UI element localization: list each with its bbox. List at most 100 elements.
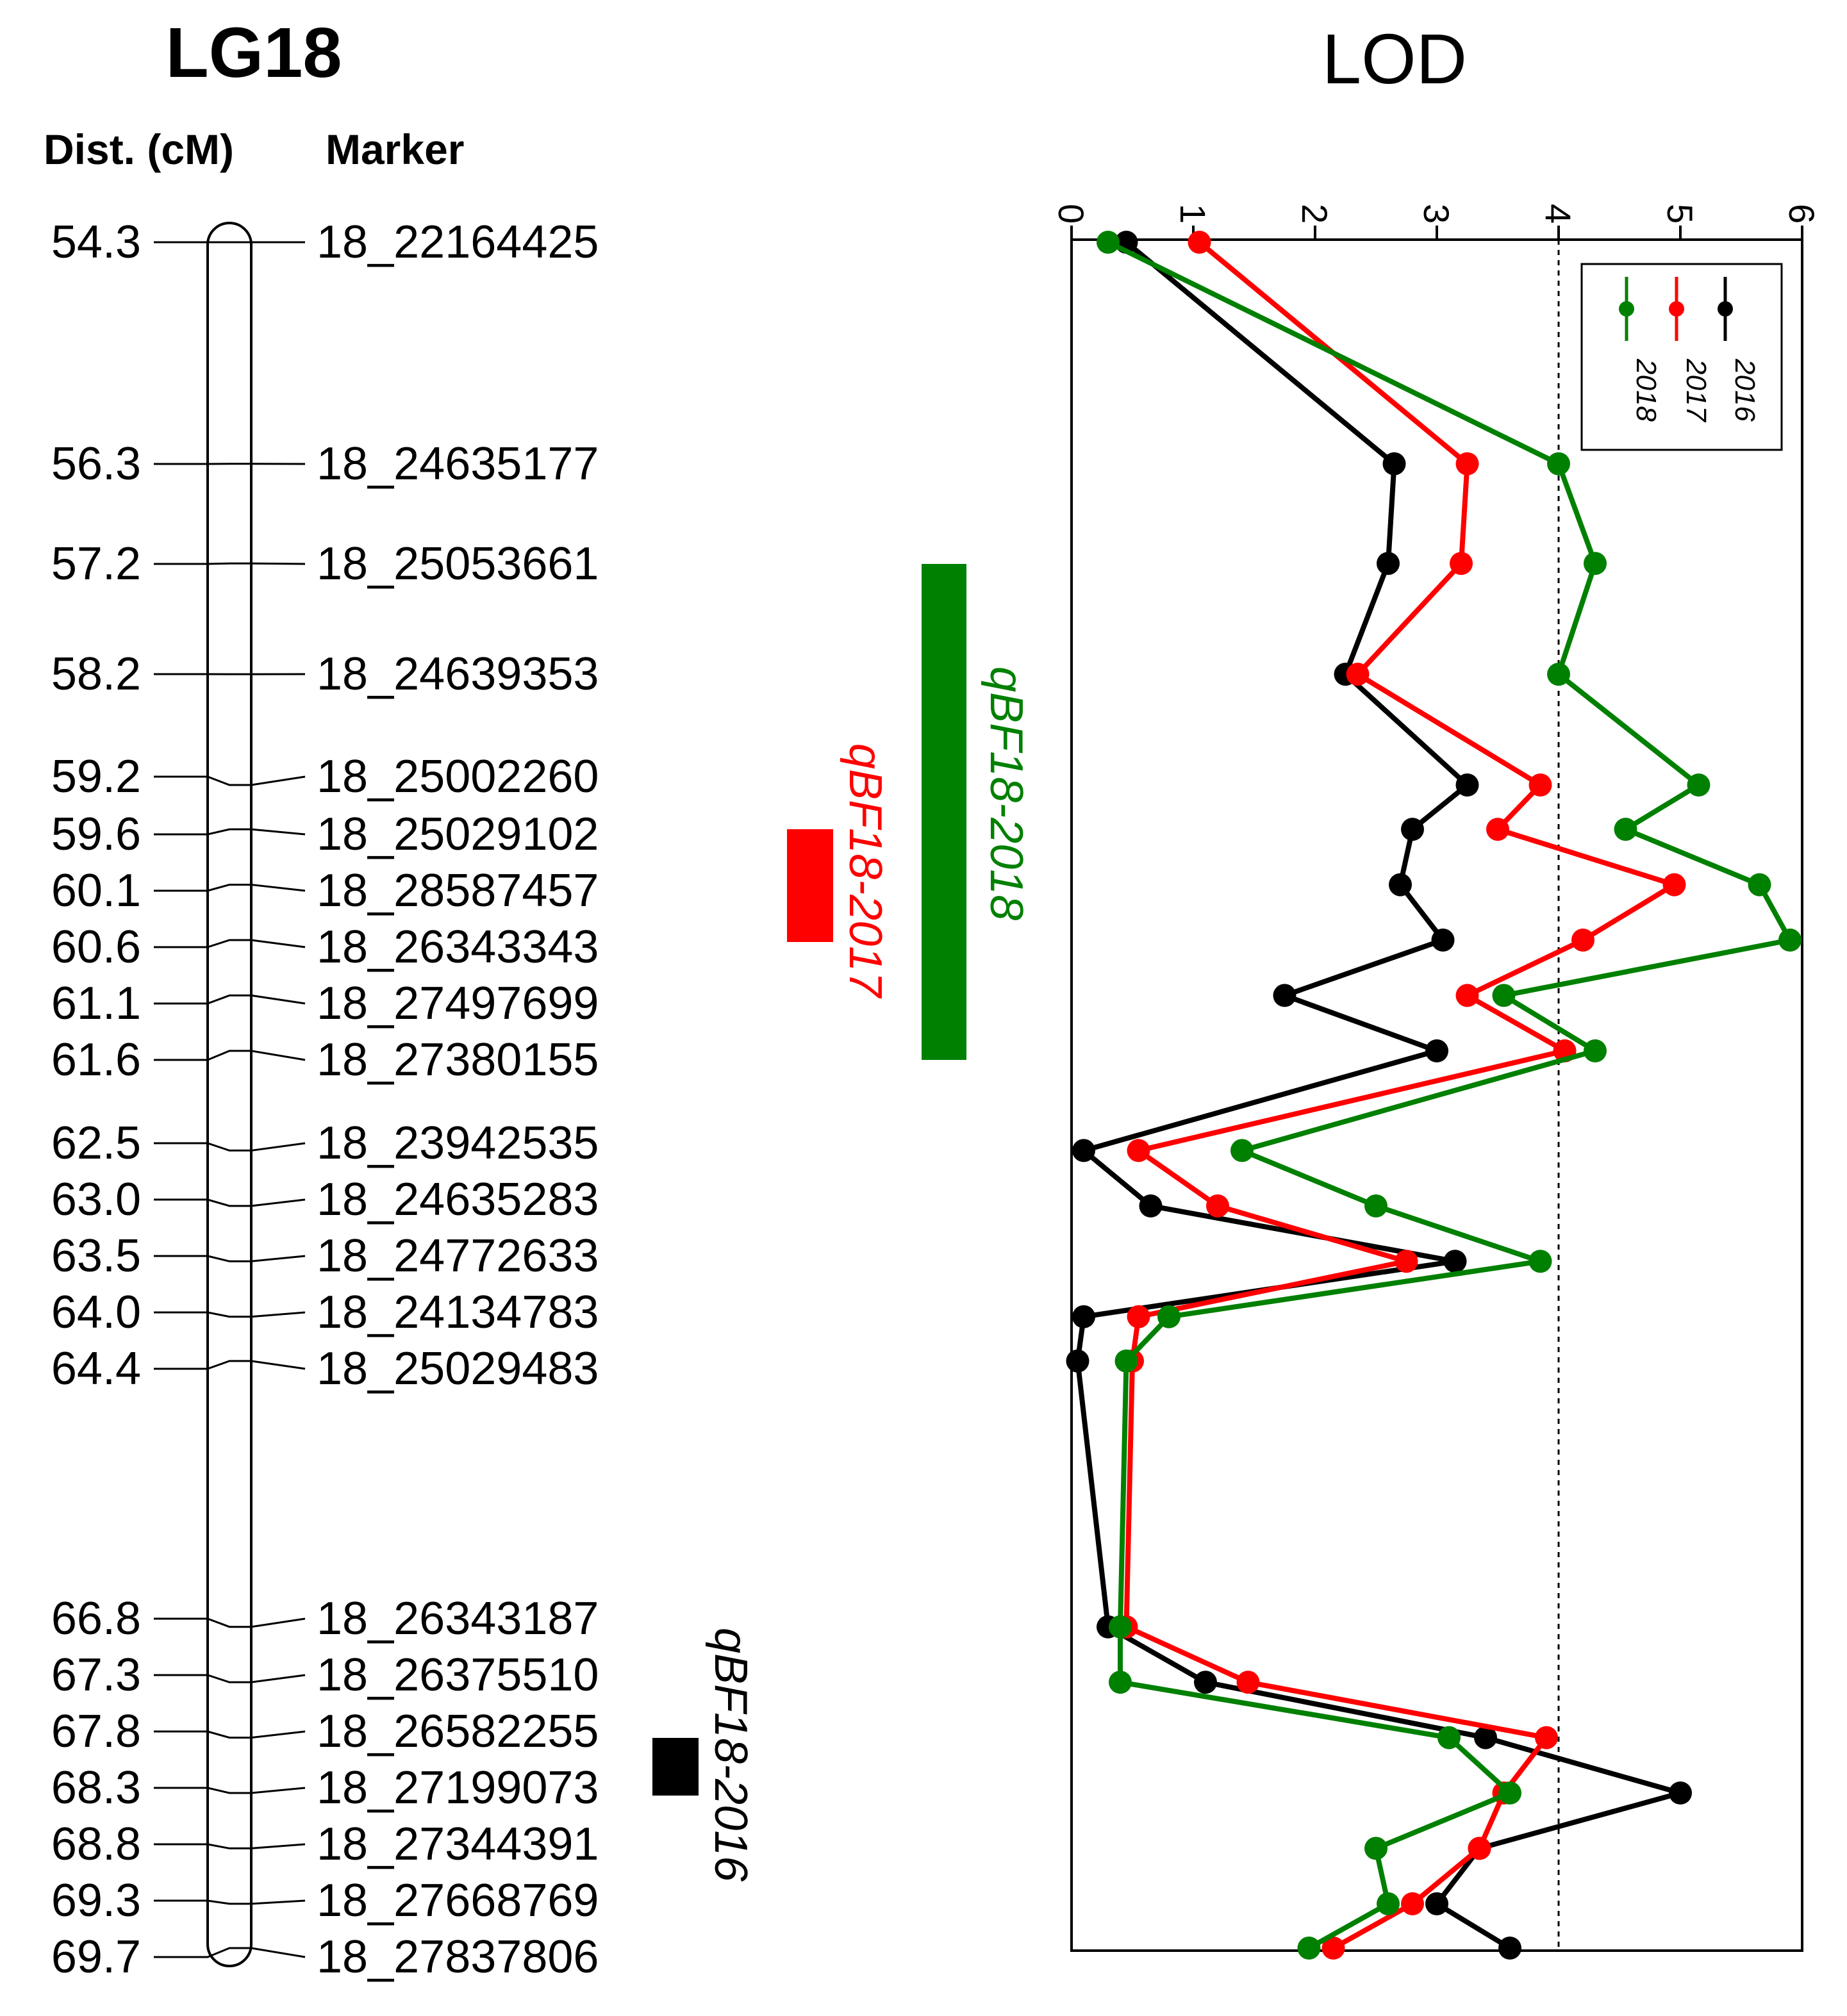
- marker-distance: 69.7: [51, 1931, 141, 1983]
- series-2018: [1097, 231, 1801, 1960]
- data-point: [1401, 818, 1424, 841]
- marker-name: 18_23942535: [317, 1118, 599, 1169]
- lod-chart: LOD 0 1 2 3 4 5 6 2016 2017 2018: [1051, 20, 1822, 1960]
- series-2016: [1066, 231, 1692, 1960]
- marker-distance: 67.8: [51, 1706, 141, 1757]
- marker-row: 60.1 18_28587457: [51, 865, 599, 916]
- dist-header: Dist. (cM): [44, 126, 234, 173]
- data-point: [1547, 663, 1570, 686]
- marker-distance: 57.2: [51, 538, 141, 590]
- marker-distance: 58.2: [51, 649, 141, 700]
- marker-name: 18_27199073: [317, 1762, 599, 1814]
- data-point: [1395, 1250, 1418, 1273]
- marker-row: 59.2 18_25002260: [51, 751, 599, 802]
- marker-header: Marker: [326, 126, 464, 173]
- data-point: [1425, 1892, 1448, 1915]
- qtl-qbf18-2017: qBF18-2017: [787, 743, 891, 999]
- marker-name: 18_24134783: [317, 1287, 599, 1338]
- data-point: [1072, 1139, 1095, 1162]
- data-point: [1321, 1937, 1345, 1960]
- marker-row: 67.3 18_26375510: [51, 1649, 599, 1701]
- legend-label: 2016: [1729, 358, 1760, 422]
- data-point: [1389, 873, 1412, 896]
- marker-row: 68.3 18_27199073: [51, 1762, 599, 1814]
- lod-tick-label: 1: [1173, 204, 1213, 224]
- qtl-qbf18-2018: qBF18-2018: [922, 564, 1032, 1060]
- marker-distance: 64.4: [51, 1343, 141, 1394]
- marker-row: 63.0 18_24635283: [51, 1174, 599, 1225]
- marker-distance: 68.8: [51, 1819, 141, 1870]
- legend-marker: [1619, 301, 1634, 317]
- data-point: [1498, 1781, 1521, 1805]
- data-point: [1437, 1726, 1461, 1749]
- legend: 2016 2017 2018: [1580, 263, 1783, 451]
- qtl-label: qBF18-2018: [981, 666, 1032, 920]
- marker-row: 60.6 18_26343343: [51, 921, 599, 973]
- marker-row: 61.1 18_27497699: [51, 978, 599, 1029]
- series-line: [1123, 240, 1677, 1951]
- marker-distance: 64.0: [51, 1287, 141, 1338]
- data-point: [1066, 1349, 1089, 1373]
- marker-distance: 66.8: [51, 1593, 141, 1644]
- data-point: [1127, 1305, 1150, 1328]
- marker-name: 18_27668769: [317, 1875, 599, 1926]
- chart-title: LOD: [1322, 20, 1467, 99]
- data-point: [1425, 1039, 1448, 1062]
- marker-name: 18_24635177: [317, 438, 599, 490]
- marker-rows: 54.3 18_22164425 56.3 18_24635177 57.2 18_250…: [51, 217, 599, 1983]
- marker-name: 18_25029102: [317, 809, 599, 860]
- lod-tick-label: 5: [1660, 204, 1700, 224]
- marker-row: 66.8 18_26343187: [51, 1593, 599, 1644]
- legend-items: 2016 2017 2018: [1619, 277, 1760, 422]
- lg-title: LG18: [165, 13, 342, 92]
- data-point: [1194, 1671, 1217, 1694]
- legend-label: 2017: [1680, 358, 1712, 422]
- data-point: [1377, 1892, 1400, 1915]
- data-point: [1486, 818, 1509, 841]
- marker-distance: 61.6: [51, 1034, 141, 1086]
- data-point: [1072, 1305, 1095, 1328]
- data-point: [1547, 452, 1570, 475]
- marker-name: 18_24639353: [317, 649, 599, 700]
- marker-distance: 61.1: [51, 978, 141, 1029]
- marker-row: 68.8 18_27344391: [51, 1819, 599, 1870]
- marker-connector: [154, 1947, 306, 1958]
- data-point: [1455, 773, 1479, 797]
- data-point: [1401, 1892, 1424, 1915]
- data-point: [1528, 1250, 1552, 1273]
- data-point: [1584, 552, 1607, 575]
- marker-name: 18_25002260: [317, 751, 599, 802]
- data-point: [1364, 1837, 1387, 1860]
- data-point: [1206, 1194, 1229, 1218]
- marker-name: 18_26582255: [317, 1706, 599, 1757]
- qtl-qbf18-2016: qBF18-2016: [652, 1628, 756, 1882]
- marker-name: 18_24635283: [317, 1174, 599, 1225]
- legend-box: [1580, 263, 1783, 451]
- qtl-bar: [652, 1738, 699, 1796]
- marker-row: 64.4 18_25029483: [51, 1343, 599, 1394]
- legend-item-2017: 2017: [1669, 277, 1712, 422]
- data-point: [1474, 1726, 1497, 1749]
- marker-connector: [154, 1843, 306, 1849]
- marker-distance: 63.5: [51, 1230, 141, 1282]
- data-point: [1157, 1305, 1180, 1328]
- data-point: [1492, 984, 1516, 1007]
- linkage-map: LG18 Dist. (cM) Marker 54.3 18_22164425 56…: [44, 13, 1032, 1983]
- marker-row: 63.5 18_24772633: [51, 1230, 599, 1282]
- marker-name: 18_24772633: [317, 1230, 599, 1282]
- data-point: [1431, 929, 1455, 952]
- data-point: [1297, 1937, 1321, 1960]
- marker-distance: 67.3: [51, 1649, 141, 1701]
- marker-connector: [154, 884, 306, 892]
- marker-connector: [154, 939, 306, 948]
- marker-distance: 63.0: [51, 1174, 141, 1225]
- data-point: [1382, 452, 1406, 475]
- qtl-bars: qBF18-2018 qBF18-2017 qBF18-2016: [652, 564, 1032, 1882]
- marker-connector: [154, 1730, 306, 1739]
- marker-row: 57.2 18_25053661: [51, 538, 599, 590]
- marker-row: 64.0 18_24134783: [51, 1287, 599, 1338]
- data-point: [1687, 773, 1710, 797]
- chromosome-bar: [206, 222, 253, 1967]
- marker-distance: 56.3: [51, 438, 141, 490]
